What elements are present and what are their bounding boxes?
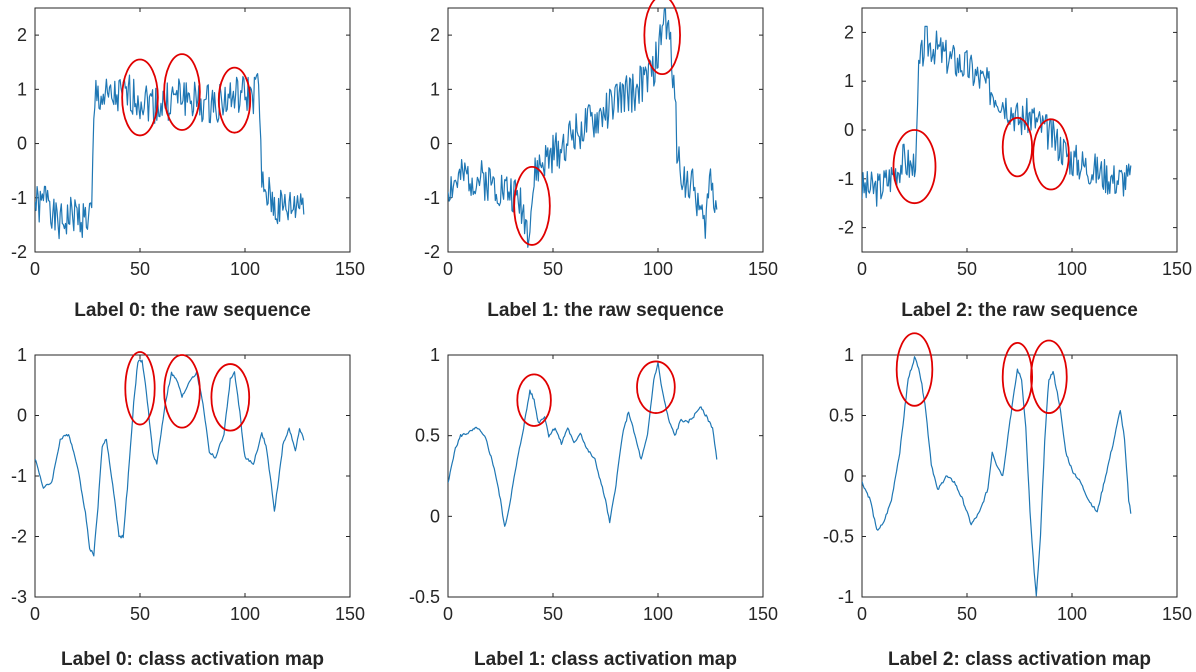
x-tick-label: 50	[130, 604, 150, 624]
highlight-circle	[636, 360, 676, 414]
highlight-circle	[121, 58, 159, 137]
x-tick-label: 0	[30, 604, 40, 624]
series-line	[862, 356, 1132, 597]
chart-caption: Label 2: the raw sequence	[901, 300, 1138, 321]
plot-frame	[861, 7, 1178, 253]
x-tick-label: 50	[957, 259, 977, 279]
chart-label0-raw-sequence: 0 50 100 150 -2 -1 0 1 2 Label 0: the raw sequenc…	[11, 7, 365, 321]
highlight-circle	[643, 0, 681, 76]
y-tick-label: 1	[430, 79, 440, 99]
y-tick-label: 1	[430, 345, 440, 365]
chart-caption: Label 1: the raw sequence	[487, 300, 724, 321]
x-tick-label: 150	[1162, 259, 1192, 279]
chart-caption: Label 1: class activation map	[474, 649, 737, 670]
y-tick-label: 1	[17, 79, 27, 99]
x-tick-label: 50	[543, 259, 563, 279]
highlight-circle	[1001, 116, 1034, 178]
y-tick-label: 0	[430, 506, 440, 526]
highlight-circle	[516, 373, 552, 427]
plot-frame	[447, 7, 764, 253]
x-tick-label: 0	[443, 259, 453, 279]
chart-caption: Label 0: class activation map	[61, 649, 324, 670]
series-line	[448, 361, 718, 527]
y-tick-label: -2	[424, 242, 440, 262]
y-tick-label: 1	[844, 71, 854, 91]
series-line	[35, 359, 305, 557]
y-tick-label: -1	[838, 169, 854, 189]
x-tick-label: 100	[643, 259, 673, 279]
x-tick-label: 0	[857, 259, 867, 279]
x-tick-label: 50	[957, 604, 977, 624]
highlight-circle	[513, 165, 551, 246]
x-tick-label: 0	[857, 604, 867, 624]
x-tick-label: 150	[748, 604, 778, 624]
x-tick-label: 150	[335, 259, 365, 279]
x-tick-label: 0	[30, 259, 40, 279]
y-tick-label: 0	[430, 134, 440, 154]
y-tick-label: -1	[11, 466, 27, 486]
chart-label2-class-activation-map: 0 50 100 150 -1 -0.5 0 0.5 1 Label 2: class activ…	[823, 332, 1192, 670]
highlight-circle	[217, 66, 252, 134]
chart-caption: Label 2: class activation map	[888, 649, 1151, 670]
highlight-circle	[124, 351, 156, 426]
y-tick-label: 0.5	[829, 406, 854, 426]
y-tick-label: 2	[430, 25, 440, 45]
highlight-circle	[892, 129, 937, 205]
x-tick-label: 100	[230, 604, 260, 624]
y-tick-label: -2	[11, 242, 27, 262]
x-tick-label: 150	[748, 259, 778, 279]
y-tick-label: 0	[17, 406, 27, 426]
y-tick-label: 0	[844, 120, 854, 140]
x-tick-label: 150	[1162, 604, 1192, 624]
y-tick-label: 0	[844, 466, 854, 486]
y-tick-label: -0.5	[409, 587, 440, 607]
highlight-circle	[1032, 118, 1070, 191]
highlight-circle	[163, 53, 201, 131]
x-tick-label: 0	[443, 604, 453, 624]
y-tick-label: 1	[17, 345, 27, 365]
highlight-circle	[163, 354, 201, 429]
y-tick-label: -0.5	[823, 527, 854, 547]
highlight-circle	[1030, 339, 1068, 414]
x-tick-label: 50	[543, 604, 563, 624]
y-tick-label: 0	[17, 134, 27, 154]
plot-frame	[861, 354, 1178, 598]
x-tick-label: 100	[1057, 259, 1087, 279]
x-tick-label: 50	[130, 259, 150, 279]
chart-caption: Label 0: the raw sequence	[74, 300, 311, 321]
highlight-circle	[210, 363, 251, 432]
plot-frame	[34, 354, 351, 598]
x-tick-label: 100	[643, 604, 673, 624]
highlight-circle	[1001, 341, 1034, 412]
series-line	[448, 8, 718, 248]
y-tick-label: -2	[838, 218, 854, 238]
chart-label0-class-activation-map: 0 50 100 150 -3 -2 -1 0 1 Label 0: class activati…	[11, 345, 365, 670]
x-tick-label: 150	[335, 604, 365, 624]
y-tick-label: 2	[844, 22, 854, 42]
y-tick-label: -1	[11, 188, 27, 208]
y-tick-label: 1	[844, 345, 854, 365]
y-tick-label: 2	[17, 25, 27, 45]
y-tick-label: -2	[11, 527, 27, 547]
plot-frame	[447, 354, 764, 598]
y-tick-label: -3	[11, 587, 27, 607]
y-tick-label: -1	[424, 188, 440, 208]
plot-frame	[34, 7, 351, 253]
x-tick-label: 100	[1057, 604, 1087, 624]
y-tick-label: -1	[838, 587, 854, 607]
highlight-circle	[895, 332, 934, 407]
chart-label2-raw-sequence: 0 50 100 150 -2 -1 0 1 2 Label 2: the raw sequenc…	[838, 7, 1192, 321]
x-tick-label: 100	[230, 259, 260, 279]
series-line	[862, 25, 1132, 207]
chart-label1-raw-sequence: 0 50 100 150 -2 -1 0 1 2 Label 1: the raw sequenc…	[424, 0, 778, 321]
series-line	[35, 73, 305, 240]
y-tick-label: 0.5	[415, 426, 440, 446]
